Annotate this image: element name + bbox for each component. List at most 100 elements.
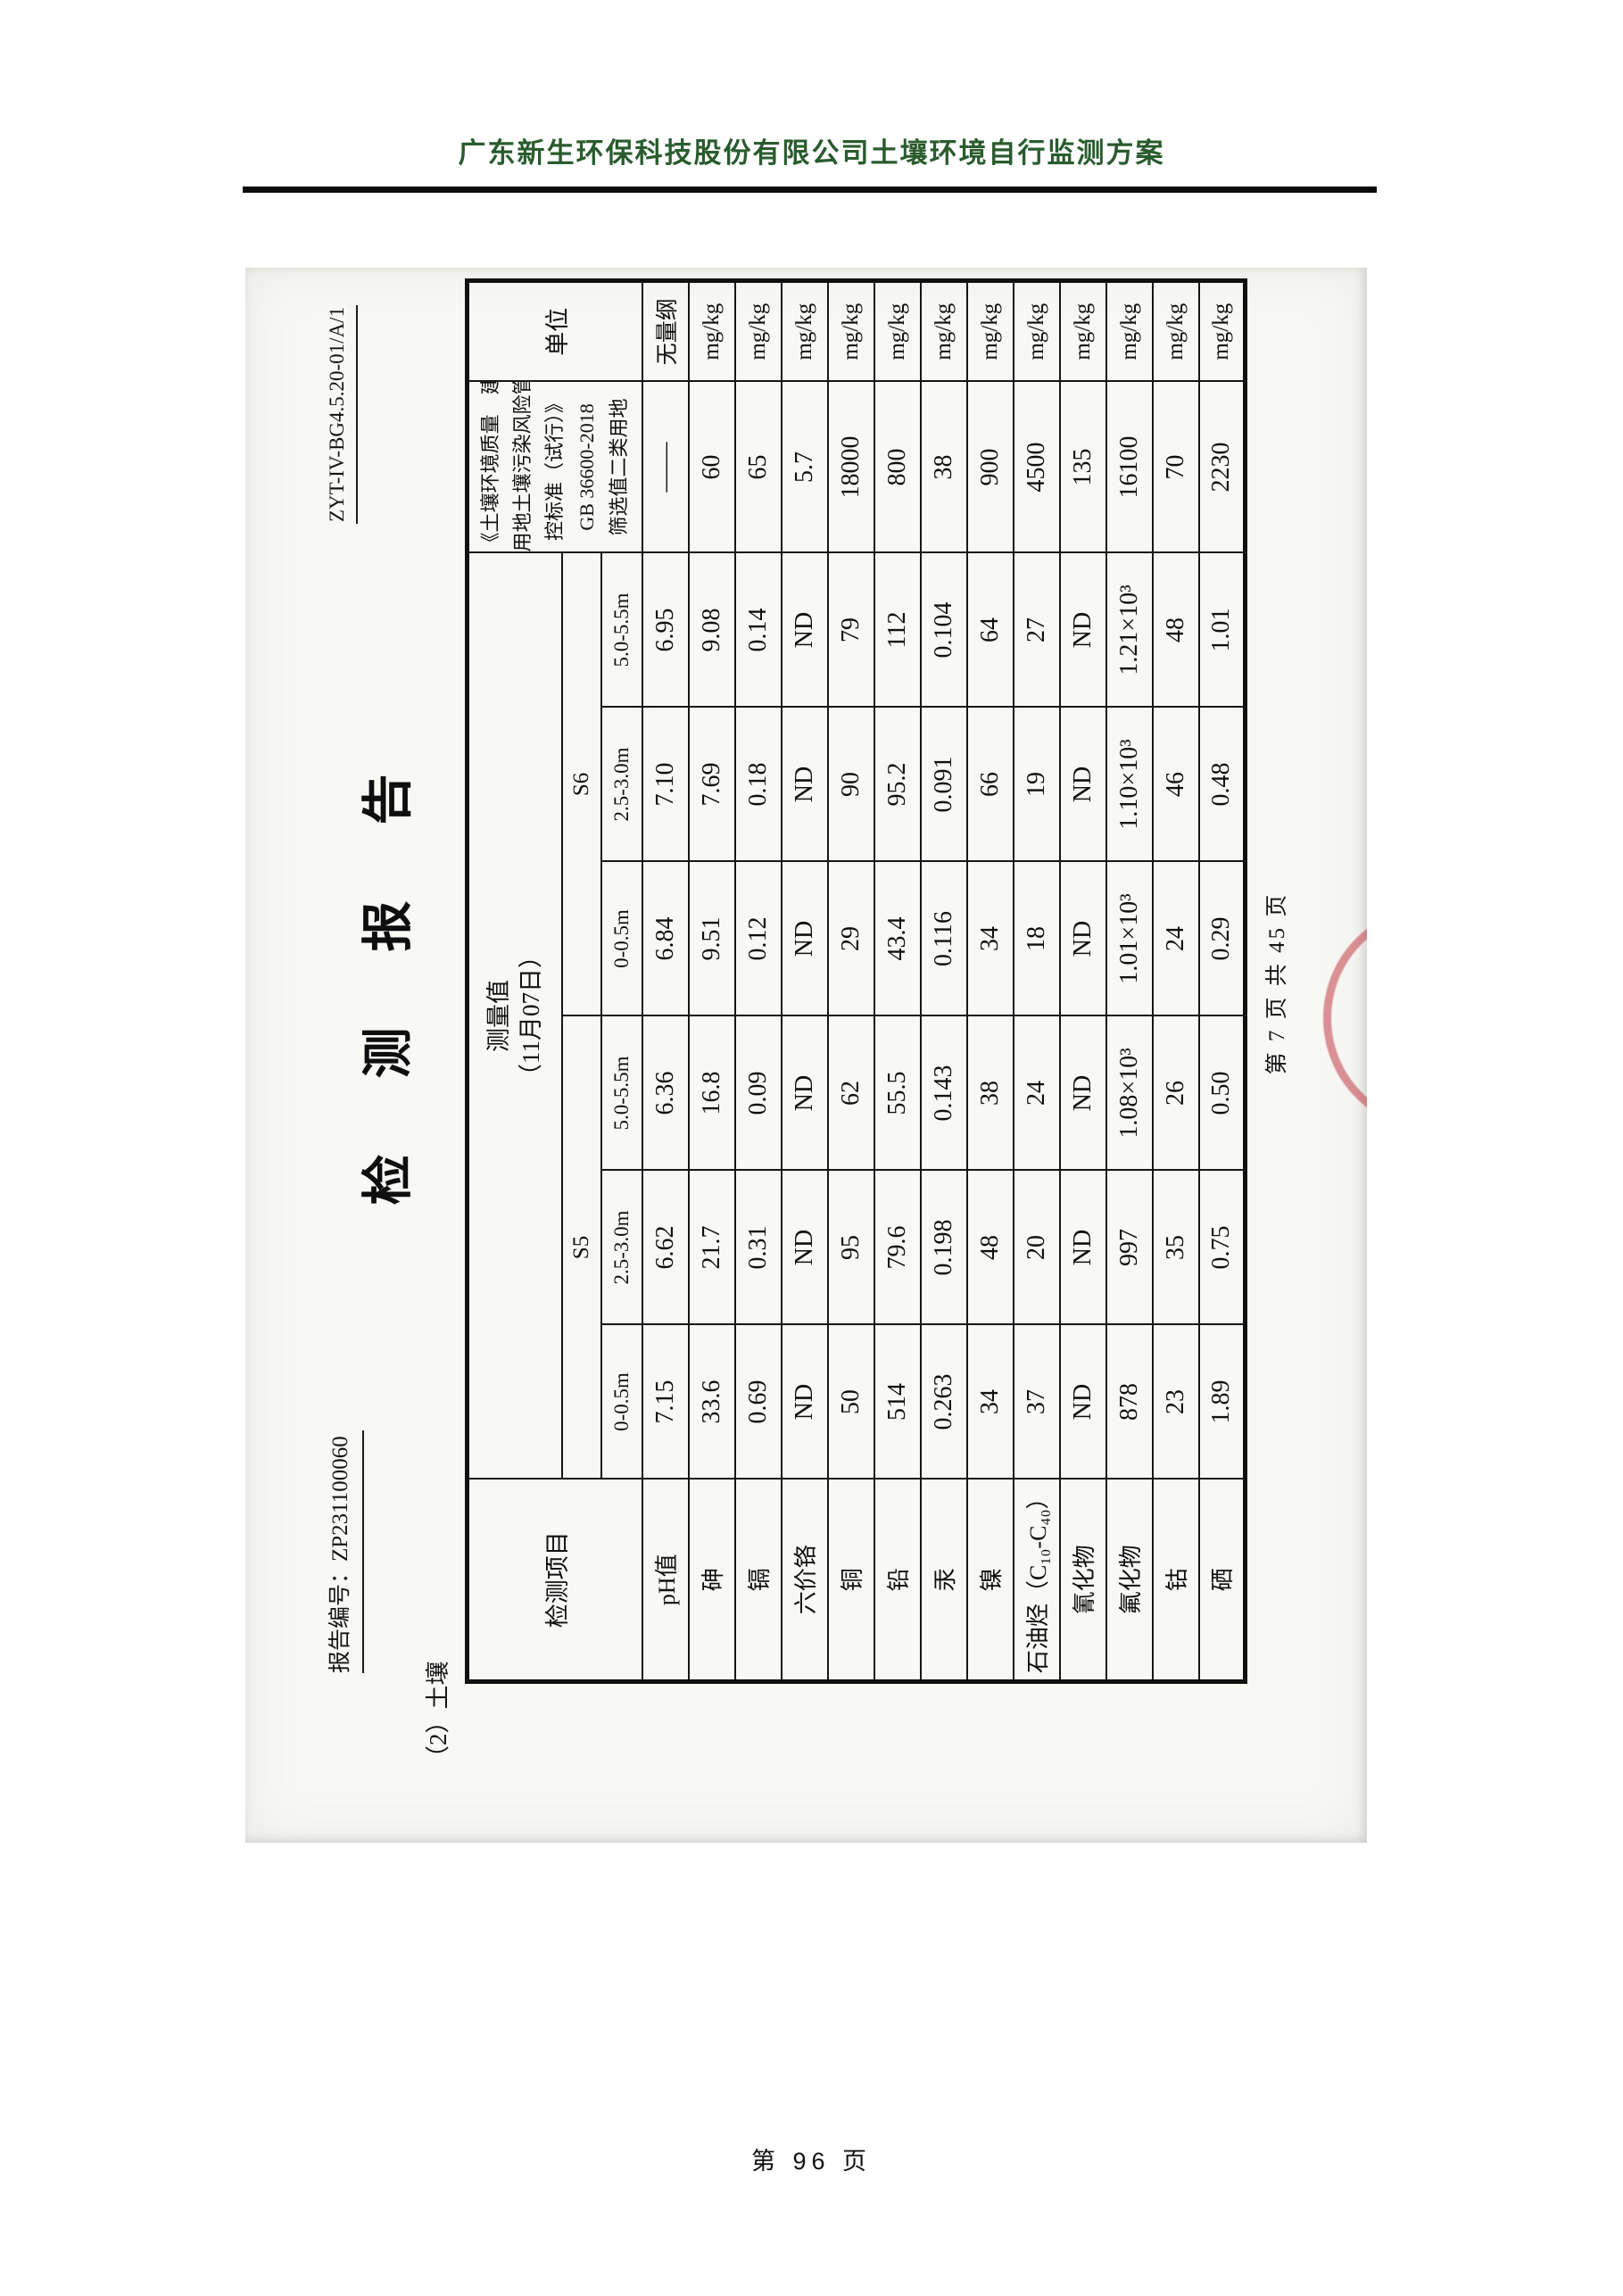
- cell-unit: mg/kg: [874, 280, 921, 382]
- table-row: 氟化物 878 997 1.08×10³ 1.01×10³ 1.10×10³ 1…: [1105, 280, 1153, 1682]
- cell-value: 35: [1152, 1170, 1199, 1325]
- cell-value: 38: [966, 1015, 1014, 1171]
- cell-unit: mg/kg: [827, 280, 874, 382]
- cell-standard: 2230: [1198, 381, 1246, 553]
- depth-header: 0-0.5m: [600, 1324, 642, 1480]
- cell-value: ND: [781, 861, 828, 1016]
- cell-value: ND: [1059, 1324, 1106, 1480]
- cell-value: 20: [1013, 1170, 1060, 1325]
- cell-value: 21.7: [688, 1170, 735, 1325]
- col-header-standard: 《土壤环境质量 建设 用地土壤污染风险管 控标准（试行）》 GB 36600-2…: [467, 381, 642, 553]
- cell-item-name: 氟化物: [1105, 1479, 1153, 1682]
- cell-value: 29: [827, 861, 874, 1016]
- cell-standard: 800: [874, 381, 921, 553]
- cell-value: 0.263: [920, 1324, 967, 1480]
- col-header-unit: 单位: [467, 280, 642, 382]
- cell-item-name: 汞: [920, 1479, 967, 1682]
- cell-unit: mg/kg: [734, 280, 782, 382]
- cell-value: 9.51: [688, 861, 735, 1016]
- depth-header: 5.0-5.5m: [600, 552, 642, 708]
- cell-standard: 38: [920, 381, 967, 553]
- header-divider: [243, 186, 1377, 193]
- cell-item-name: 砷: [688, 1479, 735, 1682]
- cell-value: ND: [781, 1324, 828, 1480]
- cell-value: 9.08: [688, 552, 735, 708]
- cell-unit: mg/kg: [1152, 280, 1199, 382]
- cell-value: 0.198: [920, 1170, 967, 1325]
- cell-value: 878: [1105, 1324, 1153, 1480]
- cell-value: 0.116: [920, 861, 967, 1016]
- cell-value: 95.2: [874, 707, 921, 862]
- cell-standard: 5.7: [781, 381, 828, 553]
- cell-value: 0.50: [1198, 1015, 1246, 1171]
- cell-value: 95: [827, 1170, 874, 1325]
- cell-value: 46: [1152, 707, 1199, 862]
- cell-unit: mg/kg: [920, 280, 967, 382]
- cell-value: ND: [1059, 552, 1106, 708]
- inner-page-number: 第 7 页 共 45 页: [1265, 891, 1289, 1075]
- cell-value: 0.104: [920, 552, 967, 708]
- table-row: 镉 0.69 0.31 0.09 0.12 0.18 0.14 65 mg/kg: [734, 280, 782, 1682]
- cell-standard: 135: [1059, 381, 1106, 553]
- cell-value: 79: [827, 552, 874, 708]
- cell-value: 79.6: [874, 1170, 921, 1325]
- cell-value: 34: [966, 861, 1014, 1016]
- cell-standard: 60: [688, 381, 735, 553]
- cell-value: 18: [1013, 861, 1060, 1016]
- cell-value: 64: [966, 552, 1014, 708]
- table-row: 铜 50 95 62 29 90 79 18000 mg/kg: [827, 280, 874, 1682]
- cell-value: 1.01×10³: [1105, 861, 1153, 1016]
- depth-header: 2.5-3.0m: [600, 707, 642, 862]
- cell-value: 1.10×10³: [1105, 707, 1153, 862]
- depth-header: 5.0-5.5m: [600, 1015, 642, 1171]
- table-row: 六价铬 ND ND ND ND ND ND 5.7 mg/kg: [781, 280, 828, 1682]
- group-header-s6: S6: [561, 552, 601, 1016]
- cell-item-name: pH值: [642, 1479, 689, 1682]
- cell-value: 0.09: [734, 1015, 782, 1171]
- cell-value: 997: [1105, 1170, 1153, 1325]
- cell-value: 0.143: [920, 1015, 967, 1171]
- table-row: 镍 34 48 38 34 66 64 900 mg/kg: [966, 280, 1014, 1682]
- cell-value: 62: [827, 1015, 874, 1171]
- cell-standard: 900: [966, 381, 1014, 553]
- table-row: 钴 23 35 26 24 46 48 70 mg/kg: [1152, 280, 1199, 1682]
- cell-value: 7.69: [688, 707, 735, 862]
- cell-item-name: 镉: [734, 1479, 782, 1682]
- cell-value: 6.84: [642, 861, 689, 1016]
- cell-value: 514: [874, 1324, 921, 1480]
- cell-value: 55.5: [874, 1015, 921, 1171]
- cell-standard: 4500: [1013, 381, 1060, 553]
- cell-unit: mg/kg: [966, 280, 1014, 382]
- col-header-item: 检测项目: [467, 1479, 642, 1682]
- cell-item-name: 镍: [966, 1479, 1014, 1682]
- cell-value: 0.75: [1198, 1170, 1246, 1325]
- cell-value: 6.62: [642, 1170, 689, 1325]
- cell-item-name: 硒: [1198, 1479, 1246, 1682]
- header-row-1: 检测项目 测量值 （11月07日） 《土壤环境质量 建设 用地土壤污染风险管 控…: [467, 280, 642, 1682]
- cell-value: ND: [1059, 1170, 1106, 1325]
- cell-item-name: 铜: [827, 1479, 874, 1682]
- cell-value: 1.21×10³: [1105, 552, 1153, 708]
- document-header-title: 广东新生环保科技股份有限公司土壤环境自行监测方案: [458, 137, 1165, 169]
- depth-header: 0-0.5m: [600, 861, 642, 1016]
- cell-value: 48: [966, 1170, 1014, 1325]
- cell-value: 27: [1013, 552, 1060, 708]
- cell-item-name: 石油烃（C₁₀-C₄₀）: [1013, 1479, 1060, 1682]
- cell-value: 0.31: [734, 1170, 782, 1325]
- col-header-measured: 测量值 （11月07日）: [467, 552, 562, 1480]
- cell-unit: 无量纲: [642, 280, 689, 382]
- cell-value: 112: [874, 552, 921, 708]
- cell-standard: 65: [734, 381, 782, 553]
- cell-item-name: 钴: [1152, 1479, 1199, 1682]
- cell-unit: mg/kg: [1013, 280, 1060, 382]
- cell-unit: mg/kg: [1059, 280, 1106, 382]
- cell-value: 24: [1152, 861, 1199, 1016]
- cell-value: 66: [966, 707, 1014, 862]
- cell-item-name: 铅: [874, 1479, 921, 1682]
- cell-value: ND: [781, 707, 828, 862]
- cell-value: 1.08×10³: [1105, 1015, 1153, 1171]
- cell-value: 0.29: [1198, 861, 1246, 1016]
- cell-standard: ——: [642, 381, 689, 553]
- section-label: （2）土壤: [425, 1661, 451, 1770]
